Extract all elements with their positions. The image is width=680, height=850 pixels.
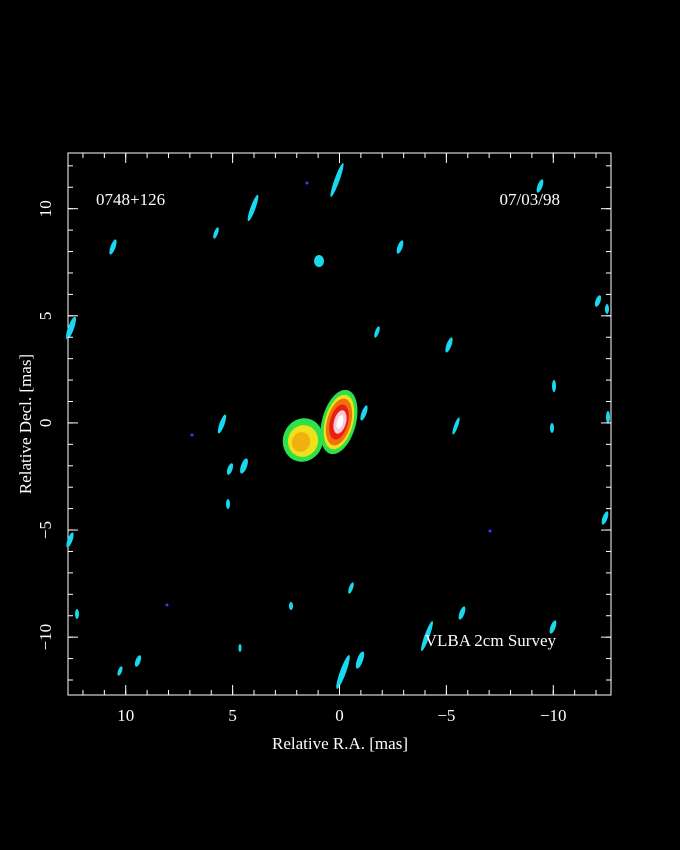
x-tick-label: 10 bbox=[117, 706, 134, 725]
x-tick-label: 0 bbox=[335, 706, 344, 725]
x-tick-label: 5 bbox=[228, 706, 237, 725]
speck bbox=[213, 227, 219, 239]
speck bbox=[445, 337, 453, 353]
speck bbox=[226, 499, 230, 509]
speck bbox=[238, 644, 242, 652]
speck bbox=[66, 532, 74, 548]
speck bbox=[549, 620, 557, 634]
speck bbox=[552, 380, 556, 392]
speck bbox=[134, 655, 142, 667]
core-peak bbox=[336, 415, 344, 429]
speck bbox=[605, 304, 609, 314]
speck bbox=[336, 655, 350, 689]
speck bbox=[348, 582, 354, 594]
speck bbox=[240, 458, 248, 474]
source-name: 0748+126 bbox=[96, 190, 165, 209]
speck bbox=[66, 316, 76, 340]
y-tick-label: −10 bbox=[36, 624, 55, 651]
speck bbox=[360, 405, 368, 421]
x-tick-label: −5 bbox=[437, 706, 455, 725]
speck bbox=[305, 181, 309, 185]
x-tick-label: −10 bbox=[540, 706, 567, 725]
survey-name: VLBA 2cm Survey bbox=[425, 631, 557, 650]
y-tick-label: 10 bbox=[36, 200, 55, 217]
speck bbox=[226, 463, 234, 475]
speck bbox=[606, 411, 610, 423]
y-tick-label: −5 bbox=[36, 521, 55, 539]
component-core bbox=[291, 432, 311, 452]
source-emission bbox=[282, 389, 358, 462]
speck bbox=[550, 423, 554, 433]
x-axis-label: Relative R.A. [mas] bbox=[272, 734, 408, 753]
y-tick-label: 5 bbox=[36, 312, 55, 321]
speck bbox=[165, 603, 169, 607]
speck bbox=[314, 255, 324, 267]
y-tick-label: 0 bbox=[36, 419, 55, 428]
speck bbox=[396, 240, 404, 254]
speck bbox=[190, 433, 194, 437]
speck bbox=[117, 666, 123, 676]
speck bbox=[594, 295, 602, 307]
speck bbox=[109, 239, 117, 255]
speck bbox=[421, 620, 433, 652]
speck bbox=[247, 194, 259, 222]
speck bbox=[452, 417, 460, 435]
speck bbox=[330, 163, 344, 197]
y-axis-label: Relative Decl. [mas] bbox=[16, 354, 35, 494]
speck bbox=[355, 651, 365, 669]
speck bbox=[458, 606, 466, 620]
speck bbox=[601, 511, 609, 525]
speck bbox=[488, 529, 492, 533]
speck bbox=[75, 609, 79, 619]
speck bbox=[289, 602, 293, 610]
observation-date: 07/03/98 bbox=[500, 190, 560, 209]
speck bbox=[217, 414, 227, 434]
noise-specks bbox=[66, 163, 610, 689]
speck bbox=[536, 179, 544, 193]
speck bbox=[374, 326, 380, 338]
